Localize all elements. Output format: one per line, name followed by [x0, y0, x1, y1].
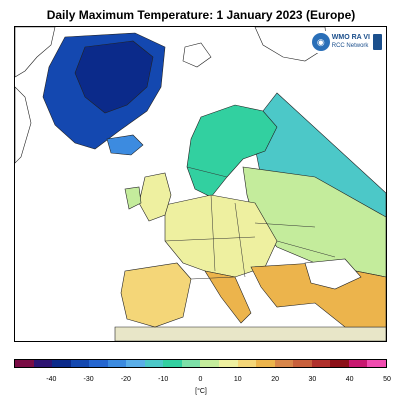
- colorbar-segment: [181, 360, 201, 367]
- colorbar-segment: [15, 360, 34, 367]
- central-europe-region: [164, 194, 278, 278]
- italy-region: [204, 270, 252, 324]
- colorbar-tick-label: 10: [233, 376, 242, 383]
- arctic-land: [15, 27, 56, 78]
- logo-line2: RCC Network: [331, 43, 369, 49]
- country-border-line: [186, 166, 228, 178]
- colorbar-tick-label: -30: [83, 376, 94, 383]
- colorbar: [14, 359, 387, 368]
- colorbar-tick-label: -10: [158, 376, 169, 383]
- colorbar-tick-label: 40: [345, 376, 354, 383]
- colorbar-segment: [274, 360, 294, 367]
- temperature-map: [15, 27, 386, 341]
- colorbar-segment: [348, 360, 368, 367]
- north-africa-land: [114, 326, 386, 341]
- rcc-badge-icon: [373, 34, 382, 50]
- wmo-logo: ◉ WMO RA VI RCC Network: [311, 31, 382, 53]
- black-sea: [304, 258, 362, 290]
- colorbar-tick-label: 30: [308, 376, 317, 383]
- colorbar-tick-label: 0: [198, 376, 203, 383]
- colorbar-segment: [256, 360, 275, 367]
- colorbar-unit-label: [°C]: [195, 388, 207, 395]
- country-border-line: [190, 276, 236, 280]
- colorbar-segment: [219, 360, 238, 367]
- colorbar-segment: [367, 360, 386, 367]
- country-borders: [164, 166, 336, 280]
- colorbar-segment: [52, 360, 71, 367]
- colorbar-segment: [311, 360, 331, 367]
- iceland-region: [106, 134, 144, 156]
- country-border-line: [234, 202, 246, 278]
- colorbar-segment: [107, 360, 127, 367]
- colorbar-segment: [89, 360, 108, 367]
- colorbar-segment: [293, 360, 312, 367]
- colorbar-segment: [70, 360, 90, 367]
- iberia-region: [120, 262, 192, 328]
- colorbar-segment: [126, 360, 145, 367]
- north-america-land: [15, 86, 32, 164]
- ireland-region: [124, 186, 142, 210]
- country-border-line: [254, 222, 316, 228]
- colorbar-tick-label: 20: [271, 376, 279, 383]
- map-title: Daily Maximum Temperature: 1 January 202…: [46, 8, 356, 22]
- colorbar-segment: [200, 360, 220, 367]
- colorbar-tick-labels: -40 -30 -20 -10 0 10 20 30 40 50: [14, 376, 391, 386]
- land-areas: [15, 27, 386, 341]
- country-border-line: [210, 194, 216, 272]
- colorbar-segment: [330, 360, 349, 367]
- wmo-globe-icon: ◉: [311, 33, 330, 51]
- temperature-regions: [42, 32, 386, 328]
- colorbar-tick-label: -40: [46, 376, 57, 383]
- svalbard-land: [182, 42, 212, 68]
- colorbar-segment: [237, 360, 257, 367]
- scandinavia-region: [186, 104, 278, 198]
- colorbar-segment: [33, 360, 53, 367]
- country-border-line: [276, 240, 336, 258]
- colorbar-segment: [163, 360, 182, 367]
- colorbar-segment: [144, 360, 164, 367]
- colorbar-tick-label: -20: [120, 376, 131, 383]
- colorbar-tick-label: 50: [383, 376, 391, 383]
- greenland-interior-region: [74, 40, 154, 114]
- country-border-line: [164, 236, 256, 242]
- novaya-zemlya-land: [254, 27, 328, 62]
- logo-line1: WMO RA VI: [331, 34, 370, 41]
- map-panel: ◉ WMO RA VI RCC Network: [14, 26, 387, 342]
